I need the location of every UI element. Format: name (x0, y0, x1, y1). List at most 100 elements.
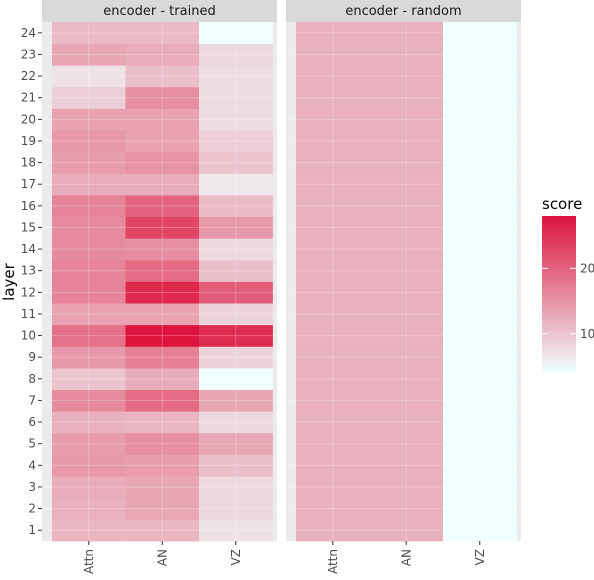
heatmap-cell (296, 173, 370, 196)
facets: encoder - trained Attn AN VZ encoder - rando… (21, 0, 521, 574)
heatmap-cell (296, 519, 370, 542)
heatmap-cell (199, 173, 273, 196)
heatmap-cell (52, 368, 126, 391)
heatmap-cell (296, 281, 370, 304)
heatmap-cell (52, 519, 126, 542)
heatmap-cell (52, 151, 126, 174)
heatmap-cell (52, 432, 126, 455)
heatmap-cell (443, 65, 517, 88)
heatmap-cell (125, 432, 200, 455)
heatmap-cell (199, 303, 273, 326)
heatmap-cell (199, 195, 273, 218)
heatmap-cell (443, 368, 517, 391)
y-tick-label: 6 (28, 415, 36, 429)
heatmap-cell (369, 259, 444, 282)
heatmap-cell (52, 22, 126, 45)
heatmap-cell (296, 324, 370, 347)
y-tick-label: 11 (21, 307, 36, 321)
heatmap-cell (125, 281, 200, 304)
facet-strip (42, 0, 277, 22)
y-tick-label: 19 (21, 134, 36, 148)
heatmap-cell (199, 108, 273, 131)
heatmap-cell (52, 454, 126, 477)
legend-title: score (542, 195, 582, 213)
heatmap-cell (52, 259, 126, 282)
heatmap-cell (199, 238, 273, 261)
heatmap-cell (52, 346, 126, 369)
y-tick-label: 8 (28, 372, 36, 386)
heatmap-cell (443, 195, 517, 218)
heatmap-cell (125, 259, 200, 282)
y-tick-label: 9 (28, 350, 36, 364)
y-tick-label: 22 (21, 69, 36, 83)
heatmap-cell (369, 324, 444, 347)
heatmap-cell (369, 411, 444, 434)
y-tick-label: 3 (28, 480, 36, 494)
heatmap-cell (52, 324, 126, 347)
y-tick-label: 18 (21, 156, 36, 170)
x-tick-label: AN (155, 549, 169, 566)
heatmap-cell (199, 519, 273, 542)
heatmap-cell (199, 476, 273, 499)
heatmap-cell (443, 238, 517, 261)
facet-strip (286, 0, 521, 22)
heatmap-cell (296, 43, 370, 66)
heatmap-cell (296, 22, 370, 45)
heatmap-cell (443, 389, 517, 412)
heatmap-cell (199, 411, 273, 434)
heatmap-cell (125, 151, 200, 174)
heatmap-cell (52, 411, 126, 434)
heatmap-cell (369, 389, 444, 412)
heatmap-cell (369, 476, 444, 499)
heatmap-cell (443, 411, 517, 434)
x-tick-label: VZ (229, 549, 243, 565)
y-tick-label: 20 (21, 112, 36, 126)
heatmap-cell (296, 151, 370, 174)
heatmap-cell (443, 281, 517, 304)
heatmap-cell (296, 303, 370, 326)
y-tick-label: 15 (21, 220, 36, 234)
facet-strip-label: encoder - trained (103, 4, 215, 19)
heatmap-cell (52, 497, 126, 520)
heatmap-cell (125, 238, 200, 261)
heatmap-cell (369, 303, 444, 326)
facet-strip-label: encoder - random (345, 4, 461, 19)
y-tick-label: 2 (28, 502, 36, 516)
heatmap-cell (125, 411, 200, 434)
heatmap-cell (125, 454, 200, 477)
heatmap-cell (199, 259, 273, 282)
y-tick-label: 14 (21, 242, 36, 256)
heatmap-cell (199, 389, 273, 412)
heatmap-cell (443, 108, 517, 131)
y-tick-label: 10 (21, 329, 36, 343)
heatmap-cell (125, 65, 200, 88)
heatmap-cell (125, 497, 200, 520)
x-tick-label: Attn (326, 549, 340, 574)
legend-colorbar (542, 216, 576, 373)
heatmap-cell (199, 65, 273, 88)
x-tick-label: Attn (82, 549, 96, 574)
heatmap-cell (296, 238, 370, 261)
heatmap-cell (52, 476, 126, 499)
heatmap-cell (125, 108, 200, 131)
heatmap-cell (443, 216, 517, 239)
heatmap-cell (296, 259, 370, 282)
heatmap-cell (296, 454, 370, 477)
heatmap-cell (369, 346, 444, 369)
heatmap-cell (52, 173, 126, 196)
heatmap-cell (52, 238, 126, 261)
heatmap-cell (369, 22, 444, 45)
heatmap-cell (369, 281, 444, 304)
heatmap-cell (125, 346, 200, 369)
heatmap-cell (199, 151, 273, 174)
heatmap-cell (199, 324, 273, 347)
heatmap-cell (443, 519, 517, 542)
y-tick-label: 16 (21, 199, 36, 213)
y-tick-label: 5 (28, 437, 36, 451)
heatmap-cell (199, 368, 273, 391)
heatmap-cell (125, 22, 200, 45)
x-tick-label: AN (399, 549, 413, 566)
heatmap-cell (443, 130, 517, 153)
